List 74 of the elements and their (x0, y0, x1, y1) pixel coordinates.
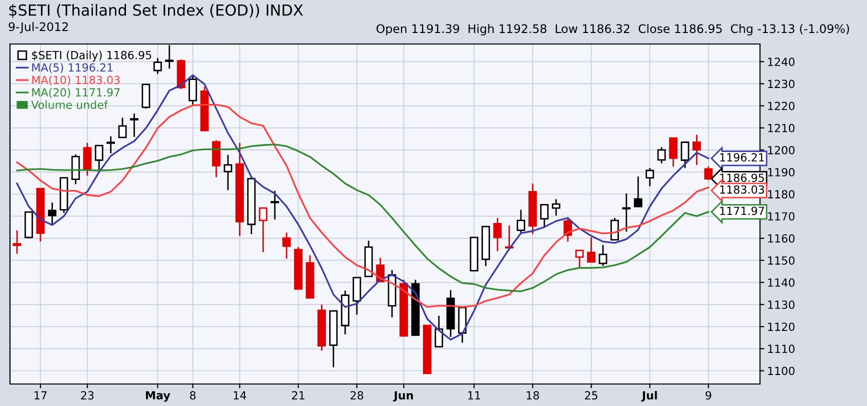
x-tick-label: 11 (468, 391, 480, 400)
x-tick-label: 21 (292, 391, 304, 400)
x-tick-label: 17 (34, 391, 47, 400)
candlestick (646, 167, 654, 187)
candlestick (12, 230, 22, 254)
candlestick (106, 136, 115, 154)
x-tick-label: 28 (350, 391, 364, 400)
data-label: 1183.03 (720, 185, 764, 194)
candlestick (704, 166, 713, 181)
annotation: Volume undef (31, 100, 108, 109)
candlestick (575, 250, 584, 268)
candlestick (657, 146, 666, 164)
candlestick (94, 144, 104, 171)
x-tick-label: Jul (641, 390, 657, 402)
y-tick-label: 1120 (768, 322, 794, 331)
candlestick (153, 57, 162, 74)
y-tick-label: 1150 (768, 256, 794, 265)
candlestick (598, 244, 608, 267)
candlestick (434, 315, 444, 348)
candlestick (258, 207, 268, 253)
y-tick-label: 1100 (768, 366, 794, 376)
x-tick-label: 9 (706, 391, 712, 400)
y-tick-label: 1210 (768, 124, 794, 132)
candlestick (692, 134, 701, 166)
candlestick (352, 276, 362, 316)
chart-title: $SETI (Thailand Set Index (EOD)) INDX (9, 4, 303, 18)
candlestick (48, 202, 56, 226)
candlestick (540, 204, 549, 228)
data-label: 1171.97 (720, 206, 764, 216)
candlestick (552, 198, 560, 216)
x-tick-label: 23 (81, 391, 94, 400)
legend-label: MA(10) 1183.03 (32, 76, 120, 86)
chart-subtitle: 9-Jul-2012 (8, 22, 68, 34)
data-label: 1196.21 (720, 153, 764, 162)
y-tick-label: 1140 (768, 278, 794, 287)
text: Open 1191.39 High 1192.58 Low 1186.32 Close 1186.95 Chg -13.13 (-1.09%) (376, 24, 849, 36)
x-tick-label: Jun (393, 391, 413, 402)
candlestick (83, 142, 92, 176)
legend-label: $SETI (Daily) 1186.95 (32, 50, 152, 62)
candlestick (118, 117, 127, 138)
candlestick (142, 83, 150, 110)
candlestick (587, 236, 596, 263)
y-tick-label: 1110 (768, 344, 794, 354)
candlestick (669, 136, 678, 168)
y-tick-label: 1230 (768, 80, 794, 88)
candlestick (282, 232, 291, 260)
candlestick (224, 154, 232, 191)
candlestick (270, 190, 280, 220)
legend-label: MA(20) 1171.97 (32, 88, 120, 98)
candlestick (71, 154, 80, 185)
candlestick (130, 112, 138, 138)
candlestick (516, 209, 526, 234)
y-tick-label: 1130 (768, 300, 794, 309)
x-tick-label: 14 (234, 391, 246, 400)
x-tick-label: May (146, 391, 170, 402)
x-tick-label: 8 (190, 391, 196, 400)
candlestick (493, 217, 502, 252)
candlestick (610, 217, 619, 241)
y-tick-label: 1200 (768, 146, 794, 154)
candlestick (634, 176, 642, 208)
text: 1186.95 (720, 174, 764, 182)
candlestick (622, 192, 631, 232)
y-tick-label: 1240 (768, 58, 794, 66)
x-tick-label: 25 (584, 391, 598, 400)
y-tick-label: 1160 (768, 234, 794, 243)
candlestick (212, 140, 220, 178)
candlestick (188, 75, 198, 106)
x-tick-label: 18 (526, 391, 539, 400)
legend-label: MA(5) 1196.21 (32, 63, 112, 73)
candlestick (680, 142, 690, 169)
y-tick-label: 1190 (768, 168, 794, 176)
y-tick-label: 1170 (768, 212, 794, 221)
y-tick-label: 1180 (768, 190, 794, 199)
y-tick-label: 1220 (768, 102, 794, 110)
